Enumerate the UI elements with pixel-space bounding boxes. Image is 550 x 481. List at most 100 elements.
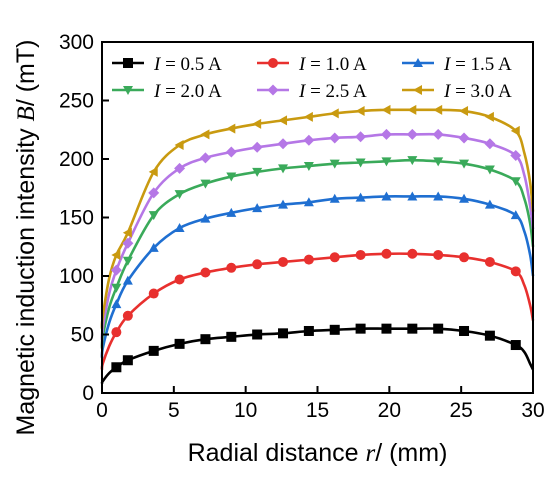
data-point: [407, 248, 418, 259]
data-point: [122, 227, 132, 238]
y-tick-label: 150: [59, 207, 94, 230]
data-point: [407, 156, 418, 166]
data-point: [174, 274, 185, 285]
data-point: [329, 159, 340, 169]
data-point: [111, 299, 122, 309]
legend-item-5: I = 2.5 A: [257, 81, 367, 102]
data-point: [148, 345, 159, 356]
data-point: [407, 191, 418, 201]
y-axis-title-unit: / (mT): [12, 40, 40, 107]
data-point: [200, 267, 211, 278]
legend-label-variable: I: [443, 54, 452, 75]
data-point: [111, 327, 122, 338]
data-point: [278, 164, 289, 174]
data-point: [110, 264, 122, 276]
data-point: [199, 152, 211, 164]
data-point: [510, 177, 521, 187]
legend-label: I = 3.0 A: [443, 81, 512, 102]
legend-label: I = 2.5 A: [298, 81, 367, 102]
data-point: [433, 323, 444, 334]
data-point: [433, 191, 444, 201]
legend-item-6: I = 3.0 A: [402, 81, 512, 102]
x-axis-title-unit: / (mm): [375, 439, 447, 467]
series-line-6: [100, 108, 535, 329]
data-point: [174, 338, 185, 349]
legend-label-value: = 3.0 A: [450, 81, 512, 102]
data-point: [510, 266, 521, 277]
data-point: [252, 329, 263, 340]
data-point: [329, 252, 340, 263]
plot-lines: [100, 108, 535, 385]
y-tick-label: 0: [82, 382, 94, 405]
y-tick-label: 300: [59, 31, 94, 54]
data-point: [355, 158, 366, 168]
data-point: [277, 138, 289, 150]
data-point: [381, 157, 392, 167]
x-axis-title: Radial distance r/ (mm): [188, 439, 448, 467]
data-point: [510, 210, 521, 220]
x-tick-label: 5: [168, 399, 180, 422]
data-point: [278, 256, 289, 267]
data-point: [484, 330, 495, 341]
y-tick-label: 200: [59, 148, 94, 171]
legend-item-1: I = 0.5 A: [112, 54, 222, 75]
data-point: [381, 323, 392, 334]
data-point: [252, 118, 262, 129]
legend-label-variable: I: [298, 81, 307, 102]
y-tick-label: 100: [59, 265, 94, 288]
data-point: [303, 162, 314, 172]
data-point: [303, 197, 314, 207]
data-point: [252, 259, 263, 270]
y-axis-title-prefix: Magnetic induction intensity: [12, 121, 40, 435]
data-point: [484, 138, 496, 150]
data-point: [226, 123, 236, 134]
data-point: [303, 325, 314, 336]
data-point: [407, 104, 417, 115]
legend-label: I = 1.5 A: [443, 54, 512, 75]
data-point: [459, 159, 470, 169]
legend-label-variable: I: [153, 54, 162, 75]
data-point: [459, 193, 470, 203]
data-point: [329, 193, 340, 203]
data-point: [406, 128, 418, 140]
legend-marker: [413, 85, 422, 95]
data-point: [200, 213, 211, 223]
data-point: [200, 129, 210, 140]
data-point: [174, 190, 185, 200]
data-point: [226, 331, 237, 342]
legend-marker: [123, 58, 133, 68]
data-point: [148, 166, 158, 177]
data-point: [278, 199, 289, 209]
legend-label-value: = 2.0 A: [160, 81, 222, 102]
data-point: [122, 355, 133, 366]
data-point: [355, 106, 365, 117]
legend-label-value: = 2.5 A: [305, 81, 367, 102]
data-point: [226, 207, 237, 217]
y-axis-title: Magnetic induction intensity B/ (mT): [12, 40, 40, 436]
legend-item-2: I = 1.0 A: [257, 54, 367, 75]
y-tick-label: 250: [59, 90, 94, 113]
data-point: [380, 128, 392, 140]
legend-label: I = 1.0 A: [298, 54, 367, 75]
data-point: [225, 146, 237, 158]
data-point: [432, 128, 444, 140]
data-point: [355, 192, 366, 202]
data-point: [200, 334, 211, 345]
data-point: [381, 104, 391, 115]
data-point: [122, 275, 133, 285]
data-point: [122, 310, 133, 321]
x-tick-label: 25: [449, 399, 472, 422]
data-point: [355, 131, 367, 143]
legend-label-variable: I: [153, 81, 162, 102]
x-axis-title-prefix: Radial distance: [188, 439, 366, 467]
data-point: [510, 340, 521, 351]
data-point: [329, 132, 341, 144]
legend-marker: [267, 84, 279, 96]
data-point: [148, 211, 159, 221]
y-axis-title-variable: B: [13, 106, 40, 121]
data-point: [303, 254, 314, 265]
series-line-2: [100, 252, 535, 370]
